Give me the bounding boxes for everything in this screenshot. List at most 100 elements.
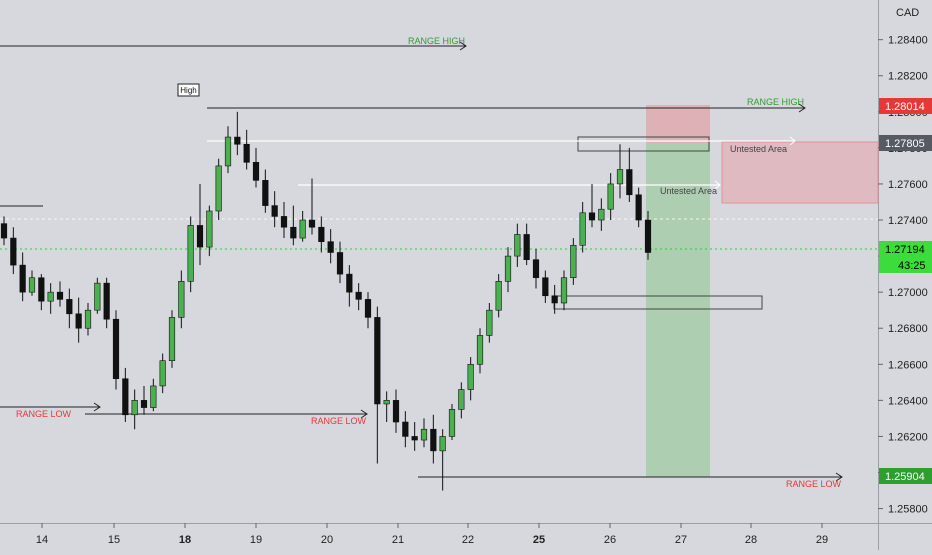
candle <box>616 144 624 199</box>
candle <box>318 216 325 253</box>
candle <box>514 223 521 267</box>
candle <box>327 229 334 264</box>
candle <box>579 201 586 253</box>
high-marker-box <box>177 83 200 97</box>
candle-body-down <box>392 400 400 423</box>
price-tag-label: 43:25 <box>898 260 926 272</box>
candle-body-down <box>38 277 45 302</box>
candle <box>588 183 596 228</box>
candle <box>131 389 138 430</box>
candle-body-down <box>243 143 250 163</box>
candle-body-up <box>514 234 521 257</box>
candle-body-up <box>84 309 92 329</box>
candle-body-up <box>458 389 465 410</box>
candle-body-up <box>224 136 232 167</box>
candle-body-down <box>66 299 73 315</box>
candle <box>532 248 540 289</box>
candle <box>299 211 306 242</box>
time-tick-label: 27 <box>675 534 687 546</box>
time-tick-label: 25 <box>533 534 545 546</box>
candle <box>271 191 278 228</box>
candle <box>47 283 54 314</box>
candle-body-up <box>579 212 586 246</box>
price-tag-label: 1.27805 <box>885 138 925 150</box>
candle-body-down <box>196 225 204 248</box>
candle <box>28 270 36 296</box>
candle <box>66 288 73 329</box>
candle <box>308 178 316 235</box>
price-tick-label: 1.26200 <box>888 431 928 443</box>
candle <box>476 328 484 374</box>
candle <box>607 173 614 221</box>
candle-body-up <box>448 409 456 437</box>
candle-body-down <box>10 237 17 266</box>
price-tag: 43:25 <box>879 257 932 273</box>
candle <box>56 281 64 307</box>
candle-body-up <box>420 428 428 441</box>
price-tick-label: 1.25800 <box>888 504 928 516</box>
candle-body-down <box>542 277 549 297</box>
time-tick-label: 18 <box>179 534 191 546</box>
untested-area-label-1: Untested Area <box>730 144 787 154</box>
candle-body-up <box>607 183 614 210</box>
price-tag-label: 1.27194 <box>885 244 925 256</box>
range-high-label-1: RANGE HIGH <box>408 36 465 46</box>
take-profit-zone <box>646 143 710 477</box>
price-tag: 1.27805 <box>879 135 932 151</box>
candle <box>206 205 213 257</box>
candle <box>355 283 362 311</box>
candle-body-up <box>560 277 568 304</box>
time-tick-label: 14 <box>36 534 48 546</box>
candle <box>75 297 82 343</box>
candle-body-up <box>168 317 176 361</box>
candle <box>168 310 176 368</box>
candle-body-down <box>0 223 8 239</box>
time-tick-label: 28 <box>745 534 757 546</box>
candle <box>402 411 409 448</box>
candle <box>458 382 465 419</box>
candle <box>94 277 101 314</box>
candle-body-down <box>140 400 148 408</box>
candle-body-down <box>308 219 316 228</box>
candle-body-up <box>598 208 605 221</box>
candle-body-up <box>383 400 390 405</box>
candle <box>252 147 260 188</box>
time-tick-label: 22 <box>462 534 474 546</box>
candle <box>122 367 129 423</box>
time-tick-label: 19 <box>250 534 262 546</box>
candle-body-down <box>355 291 362 300</box>
candle <box>411 422 418 451</box>
candle <box>542 270 549 303</box>
candle-body-down <box>234 136 241 145</box>
candle-body-down <box>430 428 437 452</box>
candle <box>374 306 381 464</box>
candles-group <box>0 111 652 491</box>
candle <box>112 310 120 390</box>
candle <box>448 403 456 441</box>
price-tag: 1.27194 <box>879 241 932 257</box>
price-tick-label: 1.27400 <box>888 215 928 227</box>
price-tag-bg <box>879 241 932 257</box>
price-tag: 1.25904 <box>879 468 932 484</box>
candle-body-down <box>112 318 120 380</box>
price-tag-bg <box>879 98 932 114</box>
candle <box>10 227 17 275</box>
candle-body-up <box>159 360 166 387</box>
candle <box>234 111 241 156</box>
candle-body-down <box>374 317 381 405</box>
price-tick-label: 1.28200 <box>888 71 928 83</box>
candle-body-up <box>570 244 577 279</box>
range-low-label-2: RANGE LOW <box>311 416 367 426</box>
price-tag-bg <box>879 135 932 151</box>
candle <box>0 216 8 246</box>
range-high-label-2: RANGE HIGH <box>747 97 804 107</box>
candle-body-down <box>56 291 64 300</box>
candle <box>159 353 166 394</box>
candle <box>150 378 157 412</box>
untested-arrow-2 <box>714 180 721 190</box>
candle-body-down <box>626 169 633 196</box>
candle <box>215 158 222 221</box>
candle-body-down <box>75 313 82 329</box>
